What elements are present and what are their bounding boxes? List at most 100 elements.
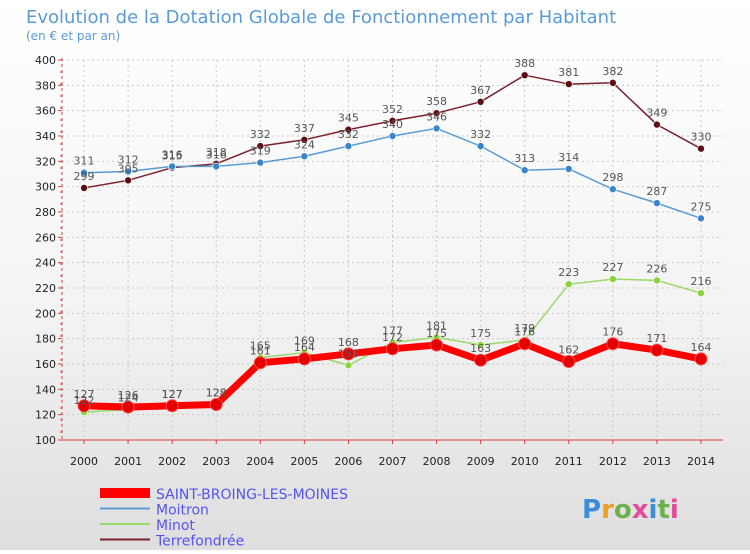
chart-subtitle: (en € et par an): [26, 29, 120, 43]
x-tick-label-2006: 2006: [334, 455, 362, 468]
data-point-0-2009: [476, 98, 485, 106]
y-tick-label-240: 240: [35, 257, 56, 270]
data-label-1-2010: 313: [514, 152, 535, 165]
data-label-1-2011: 314: [558, 151, 579, 164]
data-label-1-2000: 311: [74, 155, 95, 168]
data-label-0-2011: 381: [558, 66, 579, 79]
data-label-2-2002: 127: [162, 388, 183, 401]
data-point-0-2014: [697, 144, 705, 153]
data-point-1-2003: [212, 162, 221, 171]
y-tick-label-320: 320: [35, 155, 56, 168]
data-point-3-2009: [474, 353, 488, 367]
data-label-2-2009: 175: [470, 327, 491, 340]
x-tick-label-2011: 2011: [555, 455, 583, 468]
data-point-1-2000: [80, 168, 88, 177]
data-label-3-2000: 127: [74, 388, 95, 401]
data-label-3-2001: 126: [118, 389, 139, 402]
data-point-0-2013: [653, 120, 661, 129]
x-tick-label-2000: 2000: [70, 455, 98, 468]
data-point-1-2007: [388, 132, 397, 140]
y-tick-label-300: 300: [35, 181, 56, 194]
logo-letter: i: [649, 495, 658, 525]
data-label-3-2006: 168: [338, 336, 359, 349]
data-point-3-2007: [386, 342, 399, 356]
y-tick-label-100: 100: [35, 434, 56, 447]
x-tick-label-2013: 2013: [643, 455, 671, 468]
y-tick-label-220: 220: [35, 282, 56, 295]
data-label-1-2001: 312: [118, 153, 139, 166]
data-label-1-2007: 340: [382, 118, 403, 131]
data-point-1-2001: [124, 167, 132, 176]
data-label-2-2004: 165: [250, 340, 271, 353]
x-tick-label-2001: 2001: [114, 455, 142, 468]
data-label-0-2004: 332: [250, 128, 271, 141]
data-label-1-2013: 287: [646, 185, 667, 198]
data-point-1-2004: [256, 158, 265, 167]
data-point-3-2001: [121, 400, 135, 414]
logo-letter: P: [582, 495, 601, 525]
data-label-2-2010: 179: [514, 322, 535, 335]
data-label-3-2003: 128: [206, 387, 227, 400]
data-label-2-2001: 124: [118, 392, 139, 405]
data-point-0-2011: [564, 80, 573, 88]
logo-letter: r: [601, 495, 614, 525]
data-point-2-2013: [653, 276, 661, 285]
chart-title: Evolution de la Dotation Globale de Fonc…: [26, 7, 616, 28]
legend-label-2: Minot: [156, 518, 195, 534]
data-label-0-2006: 345: [338, 112, 359, 125]
data-point-0-2004: [256, 142, 265, 150]
data-point-0-2008: [432, 109, 441, 117]
data-label-3-2010: 176: [514, 326, 535, 339]
data-label-2-2000: 122: [74, 394, 95, 407]
data-point-3-2012: [606, 337, 620, 351]
x-tick-label-2002: 2002: [158, 455, 186, 468]
data-labels: 299 305 315 318 332 337 345 352 358 367 388 381 382 3…: [74, 57, 712, 407]
data-point-1-2010: [520, 166, 529, 174]
data-label-1-2002: 316: [162, 148, 183, 161]
data-label-0-2009: 367: [470, 84, 491, 97]
x-tick-label-2004: 2004: [246, 455, 274, 468]
y-tick-label-360: 360: [35, 105, 56, 118]
data-label-2-2003: 128: [206, 387, 227, 400]
data-label-2-2005: 169: [294, 335, 315, 348]
grid: [62, 59, 723, 441]
legend: SAINT-BROING-LES-MOINESMoitronMinotTerre…: [100, 487, 348, 550]
data-point-3-2011: [562, 354, 576, 368]
axes: 100 120 140 160 180 200 220 240 260 280 300 320 340 3…: [35, 54, 723, 468]
x-tick-label-2009: 2009: [467, 455, 495, 468]
data-point-3-2005: [297, 352, 311, 366]
x-tick-label-2007: 2007: [379, 455, 407, 468]
data-point-0-2001: [124, 176, 132, 185]
logo-text: Proxiti: [582, 495, 679, 525]
data-label-2-2008: 181: [426, 319, 447, 332]
logo-letter: t: [657, 495, 669, 525]
data-label-1-2006: 332: [338, 128, 359, 141]
y-tick-label-200: 200: [35, 307, 56, 320]
data-point-3-2003: [209, 398, 223, 412]
data-label-3-2014: 164: [690, 341, 711, 354]
data-label-0-2010: 388: [514, 57, 535, 70]
data-label-0-2005: 337: [294, 122, 315, 135]
legend-label-1: Moitron: [156, 503, 209, 519]
data-point-2-2011: [564, 280, 573, 289]
data-label-1-2003: 316: [206, 148, 227, 161]
data-point-0-2012: [609, 79, 617, 87]
data-label-2-2011: 223: [558, 266, 579, 279]
data-point-1-2014: [697, 214, 705, 223]
data-point-3-2006: [341, 347, 355, 361]
data-point-0-2006: [344, 125, 353, 134]
data-point-0-2005: [300, 136, 309, 144]
data-point-3-2000: [77, 399, 91, 413]
data-point-1-2002: [168, 162, 176, 171]
data-point-3-2014: [694, 352, 708, 366]
data-point-0-2000: [80, 184, 88, 192]
y-tick-label-180: 180: [35, 333, 56, 346]
data-label-0-2012: 382: [602, 65, 623, 78]
y-tick-label-140: 140: [35, 383, 56, 396]
data-label-2-2013: 226: [646, 262, 667, 275]
data-label-1-2005: 324: [294, 138, 315, 151]
data-point-2-2009: [476, 341, 485, 349]
y-tick-label-280: 280: [35, 206, 56, 219]
data-label-3-2002: 127: [162, 388, 183, 401]
